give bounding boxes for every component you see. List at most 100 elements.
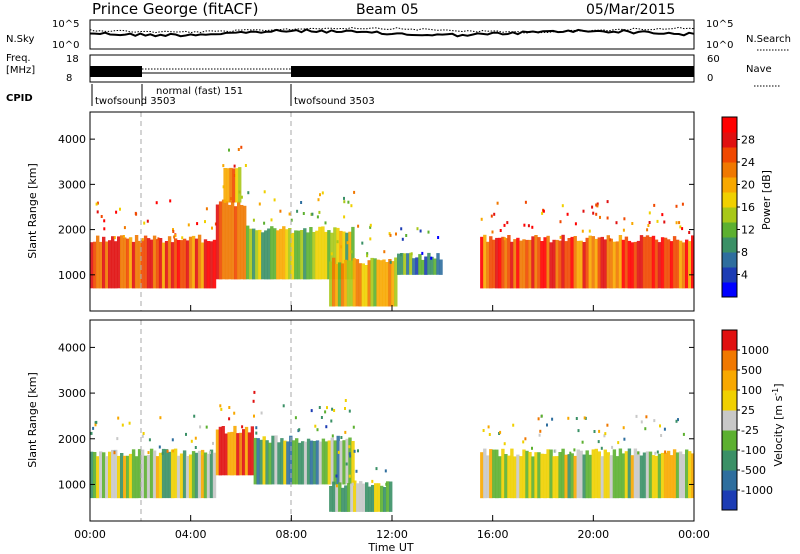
heatmap-cell xyxy=(567,238,571,289)
heatmap-cell xyxy=(558,240,562,289)
heatmap-speck xyxy=(678,221,681,225)
heatmap-cell xyxy=(277,442,281,485)
heatmap-speck xyxy=(116,437,119,441)
heatmap-speck xyxy=(546,423,548,427)
colorbar-swatch xyxy=(722,282,737,298)
heatmap-cell xyxy=(120,235,124,289)
heatmap-cell xyxy=(212,452,217,499)
heatmap-cell xyxy=(108,240,112,289)
heatmap-speck xyxy=(169,199,172,203)
heatmap-speck xyxy=(427,230,430,234)
heatmap-cell xyxy=(203,239,208,289)
heatmap-speck xyxy=(252,218,255,222)
heatmap-cell xyxy=(239,432,243,476)
heatmap-cell xyxy=(669,455,674,499)
heatmap-cell xyxy=(510,241,514,289)
heatmap-speck xyxy=(258,202,261,206)
power-colorbar: 28 24 20 16 12 8 4 xyxy=(721,116,755,298)
heatmap-cell xyxy=(194,238,199,289)
heatmap-speck xyxy=(128,421,131,425)
heatmap-cell xyxy=(333,440,337,485)
heatmap-cell xyxy=(123,237,127,289)
freq-left-tick-top: 18 xyxy=(66,54,79,65)
heatmap-speck xyxy=(325,425,328,429)
heatmap-cell xyxy=(332,481,336,512)
heatmap-cell xyxy=(117,455,121,499)
heatmap-speck xyxy=(604,432,607,436)
heatmap-cell xyxy=(271,435,275,485)
colorbar-tick-label: -1000 xyxy=(741,484,773,497)
heatmap-cell xyxy=(609,455,613,499)
heatmap-cell xyxy=(380,485,384,512)
heatmap-cell xyxy=(215,429,220,476)
heatmap-speck xyxy=(648,221,651,224)
heatmap-cell xyxy=(663,452,668,499)
heatmap-cell xyxy=(424,256,428,275)
heatmap-cell xyxy=(303,441,308,485)
heatmap-speck xyxy=(302,212,305,215)
heatmap-cell xyxy=(351,226,355,280)
heatmap-cell xyxy=(158,238,163,289)
heatmap-speck xyxy=(199,425,202,429)
heatmap-cell xyxy=(188,454,193,499)
heatmap-cell xyxy=(332,257,336,307)
heatmap-speck xyxy=(340,436,343,439)
heatmap-cell xyxy=(358,263,362,307)
heatmap-speck xyxy=(296,209,299,213)
colorbar-tick-label: 25 xyxy=(741,404,755,417)
heatmap-cell xyxy=(333,227,337,280)
heatmap-cell xyxy=(594,448,598,499)
heatmap-speck xyxy=(171,438,174,442)
heatmap-speck xyxy=(181,236,184,240)
colorbar-tick-label: 4 xyxy=(741,269,748,282)
heatmap-cell xyxy=(645,235,650,289)
heatmap-speck xyxy=(369,237,372,241)
heatmap-cell xyxy=(351,441,355,485)
heatmap-cell xyxy=(654,455,659,499)
heatmap-speck xyxy=(430,256,433,260)
heatmap-cell xyxy=(105,456,109,499)
heatmap-cell xyxy=(146,455,151,499)
heatmap-cell xyxy=(114,241,118,289)
heatmap-cell xyxy=(90,242,94,289)
heatmap-cell xyxy=(274,435,278,485)
heatmap-speck xyxy=(581,440,584,444)
heatmap-speck xyxy=(352,425,355,429)
heatmap-speck xyxy=(574,222,577,226)
heatmap-cell xyxy=(176,240,181,289)
heatmap-cell xyxy=(283,440,287,485)
heatmap-speck xyxy=(298,428,301,432)
noise-left-tick-bottom: 10^0 xyxy=(52,40,79,51)
heatmap-cell xyxy=(383,487,387,512)
colorbar-swatch xyxy=(722,370,737,391)
heatmap-cell xyxy=(609,238,613,289)
colorbar-tick-label: 8 xyxy=(741,246,748,259)
heatmap-cell xyxy=(549,449,553,499)
heatmap-speck xyxy=(146,219,149,223)
heatmap-cell xyxy=(576,449,580,499)
heatmap-speck xyxy=(330,419,333,423)
heatmap-cell xyxy=(149,239,154,289)
heatmap-speck xyxy=(491,230,494,234)
heatmap-cell xyxy=(179,240,184,289)
heatmap-cell xyxy=(268,442,272,485)
y-tick-label: 3000 xyxy=(58,387,86,400)
heatmap-cell xyxy=(540,241,544,289)
heatmap-cell xyxy=(335,485,339,512)
heatmap-speck xyxy=(524,200,527,204)
heatmap-cell xyxy=(633,241,638,289)
heatmap-speck xyxy=(211,226,213,230)
power-colorbar-label: Power [dB] xyxy=(760,170,773,230)
heatmap-cell xyxy=(232,168,236,203)
heatmap-cell xyxy=(264,230,268,280)
freq-label-line2: [MHz] xyxy=(6,65,35,76)
colorbar-tick-label: -500 xyxy=(741,464,766,477)
heatmap-cell xyxy=(600,236,604,289)
heatmap-speck xyxy=(193,414,196,418)
heatmap-cell xyxy=(537,452,541,499)
heatmap-cell xyxy=(226,168,230,203)
heatmap-speck xyxy=(591,205,594,209)
heatmap-speck xyxy=(559,220,562,224)
heatmap-cell xyxy=(540,453,544,499)
